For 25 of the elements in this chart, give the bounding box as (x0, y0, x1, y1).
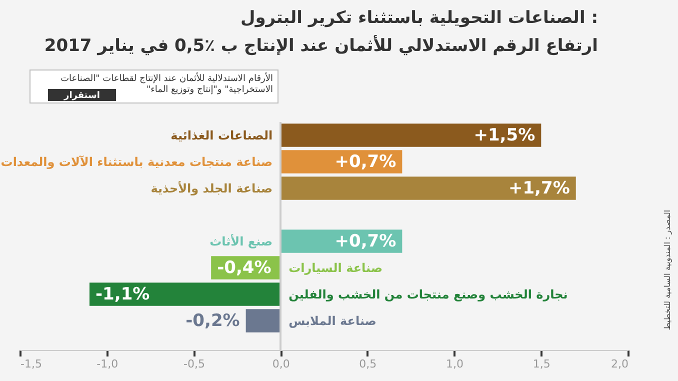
x-tick-label: 1,5 (532, 358, 550, 370)
text: المصدر : المندوبية السامية للتخطيط (663, 210, 672, 330)
data-label: -0,2% (186, 310, 240, 331)
y-tick-label: صناعة الملابس (288, 314, 376, 328)
x-tick-label: -1,0 (96, 358, 118, 370)
data-label: -1,1% (95, 284, 150, 304)
data-label: +1,5% (474, 125, 536, 146)
data-label: +0,7% (334, 152, 396, 172)
y-tick-label: صناعة منتجات معدنية باستثناء الآلات والمعدات (0, 154, 273, 169)
x-tick-label: -1,5 (20, 358, 42, 370)
x-tick-label: -0,5 (183, 358, 205, 370)
x-tick-label: 0,5 (359, 358, 377, 370)
x-tick-label: 1,0 (446, 358, 464, 370)
y-tick-label: صناعة السيارات (288, 260, 383, 275)
y-tick-label: نجارة الخشب وصنع منتجات من الخشب والفلين (288, 287, 568, 302)
y-tick-label: صنع الأثاث (210, 233, 273, 248)
chart-title: الصناعات التحويلية باستثناء تكرير البترول : (240, 8, 598, 28)
data-label: -0,4% (217, 258, 272, 278)
chart-subtitle: ارتفاع الرقم الاستدلالي للأثمان عند الإنتاج ب ٪0,5 في يناير 2017 (44, 34, 598, 56)
x-tick-label: 2,0 (611, 358, 628, 370)
y-tick-label: صناعة الجلد والأحذية (150, 180, 273, 196)
data-label: +1,7% (508, 178, 570, 198)
data-label: +0,7% (334, 231, 396, 252)
x-tick-label: 0,0 (272, 358, 290, 370)
y-tick-label: الصناعات الغذائية (170, 128, 273, 142)
